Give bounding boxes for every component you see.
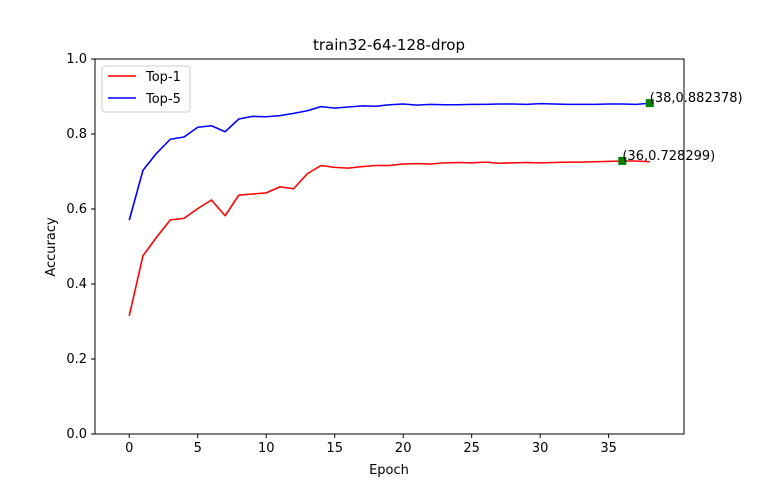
annotation-label-1: (38,0.882378) [650,91,743,106]
x-tick-label: 20 [395,441,412,456]
x-tick-label: 0 [125,441,133,456]
y-axis-title: Accuracy [44,217,59,277]
y-tick-label: 0.8 [66,127,87,142]
y-tick-label: 0.4 [66,277,87,292]
chart-title: train32-64-128-drop [313,36,465,54]
x-tick-label: 25 [463,441,480,456]
annotation-label-0: (36,0.728299) [622,149,715,164]
x-tick-label: 30 [532,441,549,456]
x-tick-label: 5 [194,441,202,456]
annotation-marker-1 [645,99,654,108]
x-tick-label: 15 [326,441,343,456]
y-tick-label: 0.6 [66,202,87,217]
series-line-top-1 [128,160,650,317]
legend-box [101,65,191,113]
y-tick-label: 0.0 [66,427,87,442]
x-tick-label: 35 [600,441,617,456]
x-axis-title: Epoch [369,463,409,478]
legend-entry-top-5: Top-5 [145,92,181,107]
annotation-marker-0 [618,156,627,165]
x-tick-label: 10 [258,441,275,456]
y-tick-label: 0.2 [66,352,87,367]
legend: Top-1 Top-5 [101,65,191,113]
plot-frame [94,58,685,435]
series-line-top-5 [128,102,650,221]
y-tick-label: 1.0 [66,52,87,67]
legend-entry-top-1: Top-1 [145,70,181,85]
